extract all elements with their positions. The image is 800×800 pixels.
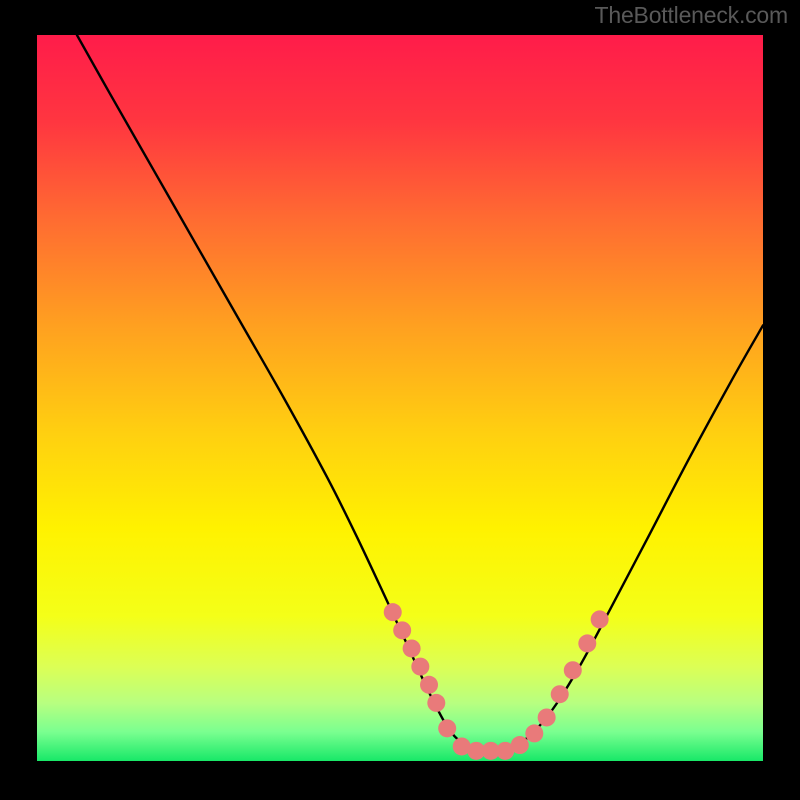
curve-marker bbox=[591, 610, 609, 628]
curve-marker bbox=[427, 694, 445, 712]
plot-background bbox=[37, 35, 763, 761]
curve-marker bbox=[384, 603, 402, 621]
curve-marker bbox=[403, 639, 421, 657]
curve-marker bbox=[538, 708, 556, 726]
curve-marker bbox=[551, 685, 569, 703]
curve-marker bbox=[393, 621, 411, 639]
curve-marker bbox=[525, 724, 543, 742]
curve-marker bbox=[578, 634, 596, 652]
curve-marker bbox=[420, 676, 438, 694]
curve-marker bbox=[411, 658, 429, 676]
curve-marker bbox=[511, 736, 529, 754]
bottleneck-chart bbox=[0, 0, 800, 800]
chart-frame: TheBottleneck.com bbox=[0, 0, 800, 800]
curve-marker bbox=[564, 661, 582, 679]
curve-marker bbox=[438, 719, 456, 737]
